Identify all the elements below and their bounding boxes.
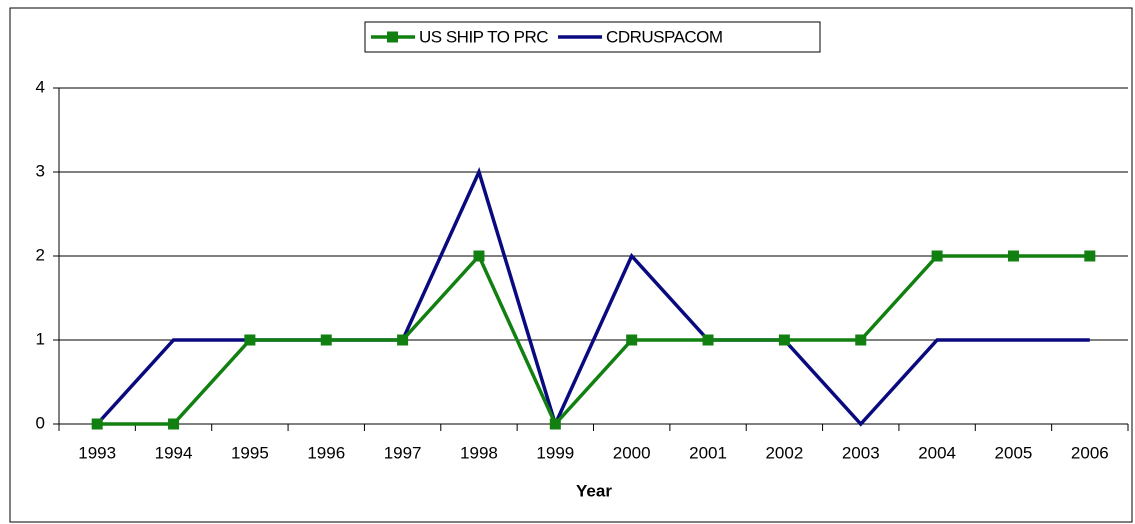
marker <box>91 418 103 430</box>
y-tick-label: 4 <box>36 77 45 96</box>
y-tick-label: 3 <box>36 161 45 180</box>
y-tick-label: 1 <box>36 329 45 348</box>
marker <box>397 334 409 346</box>
x-tick-label: 1996 <box>307 443 345 462</box>
x-tick-label: 2003 <box>842 443 880 462</box>
x-tick-label: 1995 <box>231 443 269 462</box>
y-tick-label: 0 <box>36 413 45 432</box>
legend-label: CDRUSPACOM <box>606 27 723 46</box>
x-tick-label: 1998 <box>460 443 498 462</box>
marker <box>473 250 485 262</box>
x-tick-label: 2002 <box>765 443 803 462</box>
marker <box>168 418 180 430</box>
x-tick-label: 1994 <box>155 443 193 462</box>
legend-label: US SHIP TO PRC <box>419 27 548 46</box>
x-tick-label: 1997 <box>384 443 422 462</box>
x-tick-label: 2000 <box>613 443 651 462</box>
x-tick-label: 2004 <box>918 443 956 462</box>
x-tick-label: 2005 <box>995 443 1033 462</box>
marker <box>549 418 561 430</box>
marker <box>931 250 943 262</box>
marker <box>855 334 867 346</box>
marker <box>702 334 714 346</box>
series-line <box>97 252 1090 428</box>
marker <box>320 334 332 346</box>
marker <box>244 334 256 346</box>
x-tick-label: 1993 <box>78 443 116 462</box>
marker <box>626 334 638 346</box>
marker <box>1007 250 1019 262</box>
marker <box>1084 250 1096 262</box>
legend-marker <box>387 31 398 43</box>
x-tick-label: 1999 <box>536 443 574 462</box>
marker <box>778 334 790 346</box>
chart-frame <box>9 7 1133 523</box>
y-tick-label: 2 <box>36 245 45 264</box>
x-tick-label: 2001 <box>689 443 727 462</box>
x-tick-label: 2006 <box>1071 443 1109 462</box>
x-axis-label: Year <box>576 481 612 500</box>
